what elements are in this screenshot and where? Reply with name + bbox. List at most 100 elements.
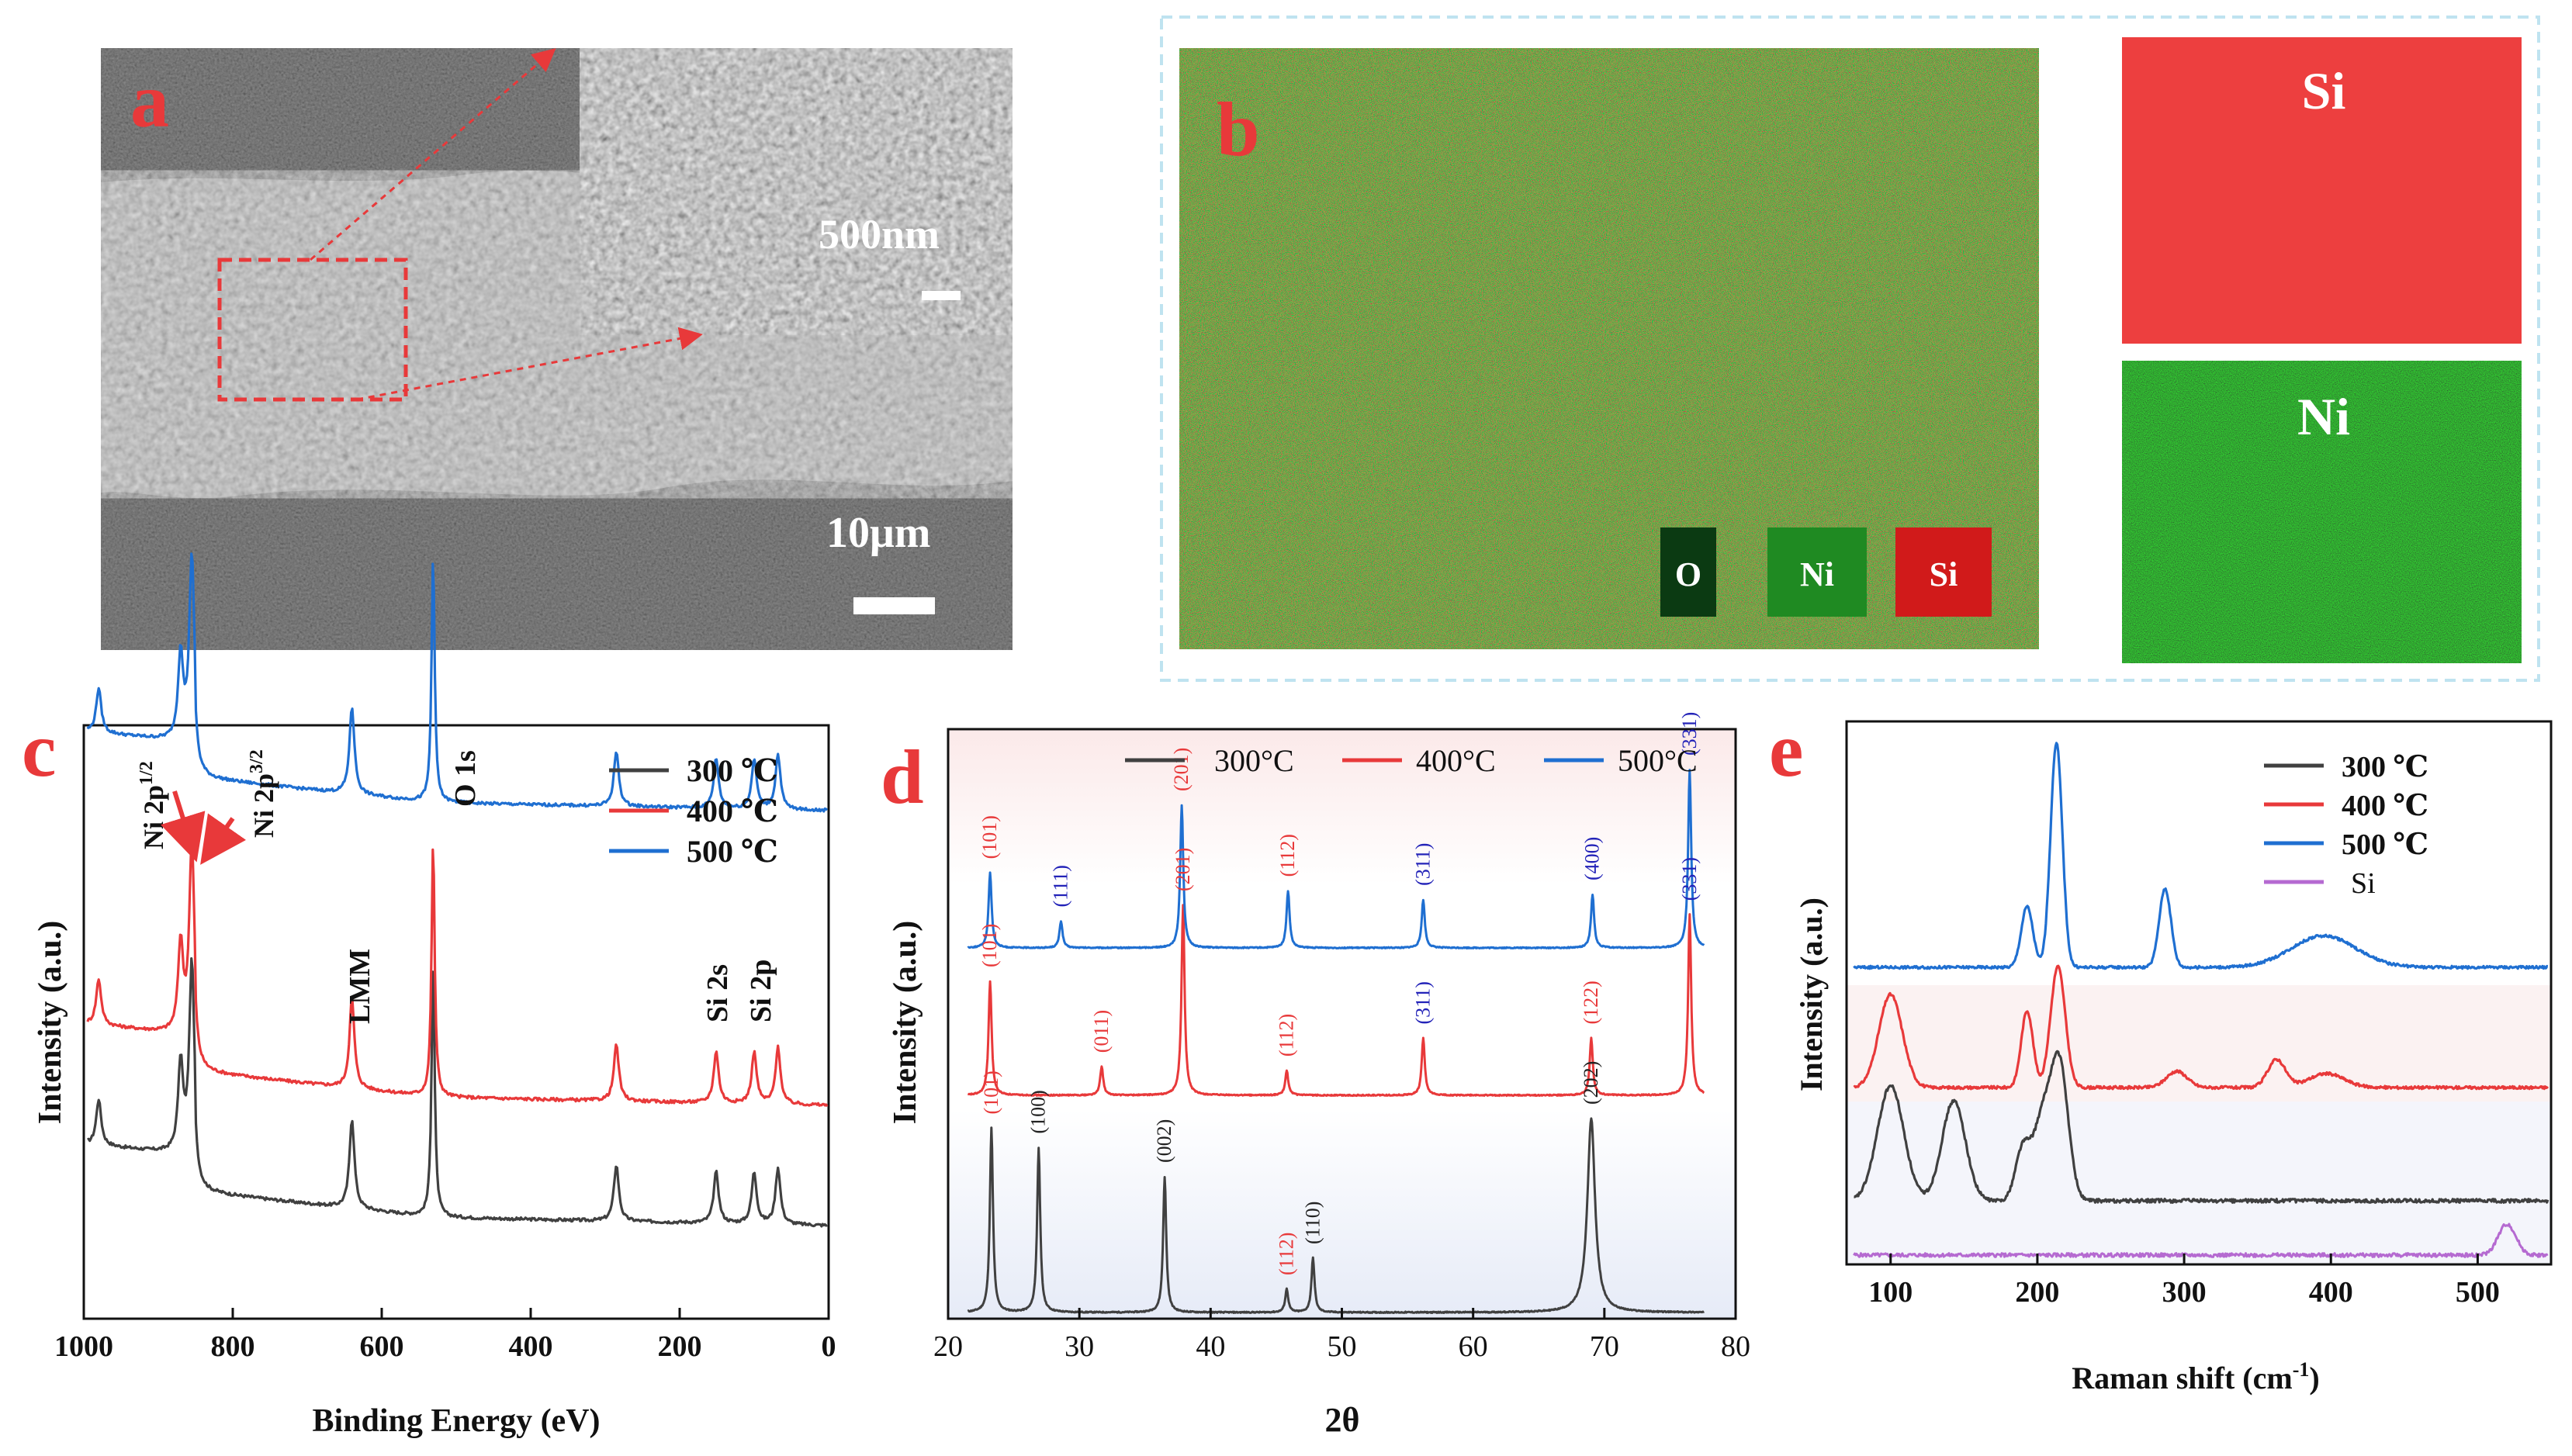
xrd-peak-label-400-1: (011) [1090,1010,1113,1053]
eds-legend: O Ni Si [1660,527,1992,617]
panel-label-d: d [881,734,924,820]
xrd-peak-label-300-5: (202) [1580,1061,1602,1105]
legend-swatch-ni [1767,527,1867,617]
panel-label-b: b [1217,86,1260,172]
xps-legend-label-500: 500 ℃ [687,834,778,869]
panel-b-frame [1160,16,2540,682]
panel-label-c: c [22,707,56,793]
xrd-peak-label-500-3: (112) [1276,834,1299,877]
xrd-tick-label-20: 20 [933,1330,963,1363]
xrd-y-axis-title: Intensity (a.u.) [888,921,923,1125]
panel-b-eds-maps: b O Ni Si Si Ni [1160,16,2540,682]
raman-tick-label-100: 100 [1868,1276,1913,1309]
xps-legend: 300 ℃ 400 ℃ 500 ℃ [609,753,778,869]
xrd-tick-label-80: 80 [1721,1330,1750,1363]
raman-legend-label-300: 300 ℃ [2342,751,2428,783]
xps-legend-label-300: 300 ℃ [687,753,778,788]
xrd-peak-label-400-6: (331) [1678,857,1701,901]
raman-legend: 300 ℃ 400 ℃ 500 ℃ Si [2264,751,2428,900]
legend-label-ni: Ni [1800,555,1834,593]
xrd-tick-label-60: 60 [1459,1330,1488,1363]
panel-e-raman-chart: e 100 200 300 400 500 300 ℃ 400 ℃ 500 ℃ Si R… [1769,707,2553,1395]
raman-line-300 [1854,1050,2549,1204]
xrd-legend: 300°C 400°C 500°C [1125,743,1698,778]
raman-series [1853,742,2549,1258]
xps-x-ticks: 1000 800 600 400 200 0 [54,1308,836,1363]
raman-line-400 [1853,964,2549,1091]
ni-map [2122,361,2522,663]
xrd-peak-label-500-4: (311) [1411,843,1434,886]
xrd-peak-label-400-5: (122) [1580,980,1602,1024]
panel-d-xrd-chart: d (101) (100)(002)(112)(110)(202)(101)(01… [881,712,1750,1439]
xps-plot-frame [82,724,830,1320]
xrd-peak-label-500-2: (201) [1170,748,1193,791]
xps-tick-label-1000: 1000 [54,1330,113,1363]
xrd-peak-label-400-0: (101) [978,924,1001,967]
xrd-peak-label-400-2: (201) [1172,848,1194,891]
xrd-peak-label-300-1: (100) [1027,1090,1050,1133]
xps-annotations: Ni 2p1/2 Ni 2p3/2 O 1s LMM Si 2s Si 2p [137,749,777,1024]
xrd-line-500 [967,769,1705,949]
xrd-peak-label-300-4: (110) [1301,1202,1324,1244]
main-scale-label: 10μm [826,509,930,557]
xrd-tick-label-50: 50 [1328,1330,1357,1363]
legend-swatch-o [1660,527,1716,617]
xps-legend-label-400: 400 ℃ [687,794,778,828]
xrd-series [967,769,1705,1314]
xrd-tick-label-40: 40 [1196,1330,1225,1363]
xps-line-300 [87,957,828,1228]
xps-line-500 [86,552,829,813]
annot-ni2p32: Ni 2p3/2 [247,749,279,838]
xrd-peak-label-500-0: (101) [978,815,1001,859]
xrd-line-300 [967,1117,1705,1314]
raman-legend-label-si: Si [2351,867,2376,900]
annot-arrow-2 [200,813,247,865]
xps-tick-label-200: 200 [658,1330,702,1363]
si-map [2122,37,2522,344]
annot-o1s: O 1s [449,750,482,807]
xps-tick-label-800: 800 [211,1330,255,1363]
xrd-x-axis-title: 2θ [1325,1401,1360,1439]
raman-plot-frame [1845,720,2553,1266]
raman-line-500 [1853,742,2549,970]
xps-x-axis-title: Binding Energy (eV) [312,1403,600,1439]
raman-tick-label-200: 200 [2015,1276,2059,1309]
xrd-legend-label-500: 500°C [1618,743,1698,778]
xrd-band-top [948,729,1736,884]
xrd-legend-label-300: 300°C [1214,743,1294,778]
panel-label-e: e [1769,707,1803,793]
inset-scale-label: 500nm [819,211,940,258]
annot-lmm: LMM [344,949,376,1024]
xps-y-axis-title: Intensity (a.u.) [33,921,68,1125]
si-map-title: Si [2302,61,2346,120]
raman-tick-label-500: 500 [2456,1276,2500,1309]
raman-tick-label-400: 400 [2309,1276,2353,1309]
xps-tick-label-600: 600 [360,1330,404,1363]
raman-tick-label-300: 300 [2162,1276,2207,1309]
raman-legend-label-500: 500 ℃ [2342,828,2428,861]
xrd-line-400 [967,904,1705,1098]
xrd-x-ticks: 20 30 40 50 60 70 80 [933,1308,1750,1363]
raman-band-grey [1847,1102,2551,1264]
xps-tick-label-0: 0 [822,1330,836,1363]
xps-tick-label-400: 400 [509,1330,553,1363]
xrd-peak-label-300-3: (112) [1275,1233,1297,1275]
annot-si2p: Si 2p [745,960,777,1022]
xrd-peak-label-400-3: (112) [1275,1014,1297,1057]
annot-si2s: Si 2s [701,964,734,1022]
main-scale-bar [853,597,935,614]
xrd-band-bottom [948,1109,1736,1319]
xrd-peak-label-300-2: (002) [1153,1119,1175,1163]
xrd-peak-label-500-6: (331) [1678,712,1701,756]
raman-y-axis-title: Intensity (a.u.) [1794,897,1829,1091]
raman-band-red [1847,985,2551,1102]
xrd-tick-label-30: 30 [1064,1330,1094,1363]
xrd-peak-label-400-4: (311) [1411,981,1434,1024]
panel-label-a: a [130,57,169,144]
xrd-peak-labels: (101) (100)(002)(112)(110)(202)(101)(011)… [978,712,1701,1275]
inset-scale-bar [922,291,961,300]
raman-line-si [1853,1223,2549,1258]
zoom-region-box [217,258,408,402]
legend-label-si: Si [1930,555,1958,593]
